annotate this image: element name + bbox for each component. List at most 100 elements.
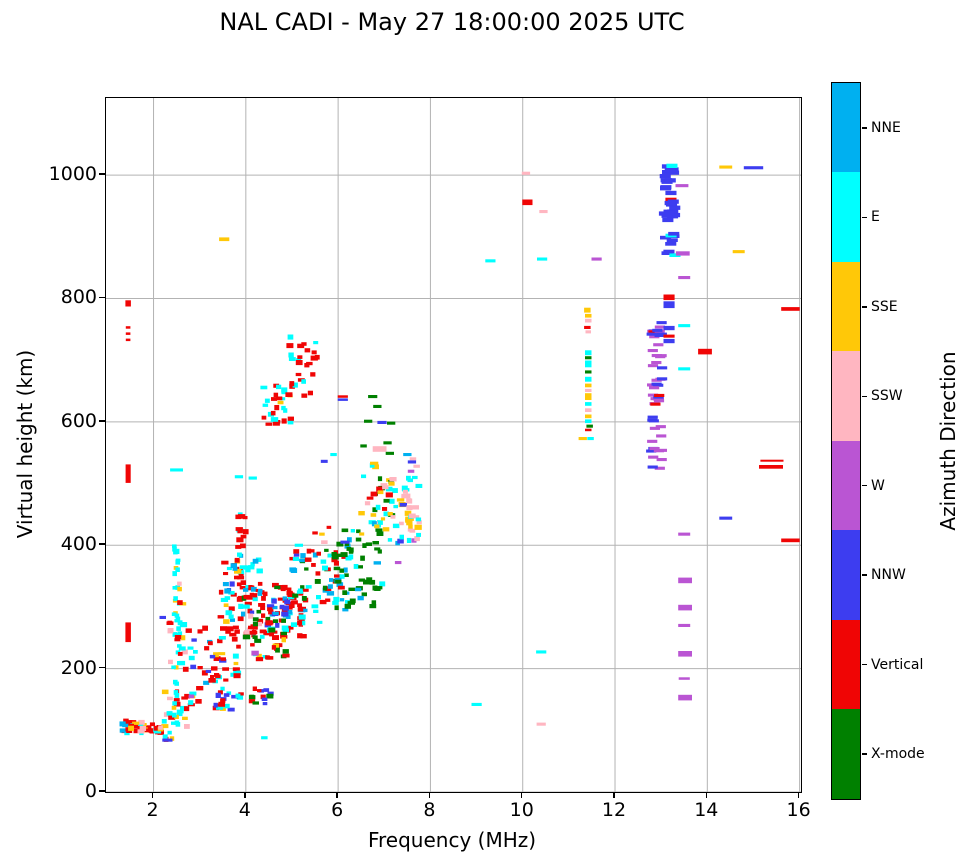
- echo-cell-V: [781, 538, 800, 543]
- echo-cell-SSE: [218, 652, 226, 656]
- echo-cell-W: [407, 469, 415, 473]
- colorbar-segment-SSW: [832, 351, 860, 441]
- echo-cell-NNW: [659, 174, 671, 179]
- colorbar-category-label: W: [871, 477, 885, 494]
- echo-cell-SSW: [585, 318, 592, 323]
- echo-cell-X: [301, 596, 307, 601]
- echo-cell-X: [585, 370, 592, 374]
- echo-cell-E: [290, 622, 298, 627]
- echo-cell-NNW: [653, 395, 664, 399]
- colorbar-segment-NNW: [832, 530, 860, 620]
- echo-cell-V: [331, 557, 338, 563]
- echo-cell-E: [234, 475, 244, 479]
- echo-cell-V: [267, 606, 274, 612]
- echo-cell-E: [369, 463, 375, 468]
- y-tick-label: 1000: [48, 163, 97, 186]
- echo-cell-V: [319, 599, 327, 605]
- echo-cell-V: [249, 592, 254, 597]
- echo-cell-E: [313, 341, 319, 345]
- echo-cell-V: [278, 618, 284, 623]
- echo-cell-X: [334, 605, 339, 611]
- echo-cell-E: [281, 625, 289, 631]
- echo-cell-NNW: [665, 242, 677, 246]
- echo-cell-V: [276, 396, 283, 401]
- colorbar-tick: [862, 395, 867, 397]
- echo-cell-NNW: [654, 333, 665, 337]
- echo-cell-V: [269, 632, 274, 637]
- echo-cell-NNW: [664, 200, 676, 206]
- echo-cell-V: [261, 613, 266, 618]
- echo-cell-V: [285, 392, 293, 397]
- echo-cell-X: [339, 568, 344, 573]
- colorbar-tick: [862, 753, 867, 755]
- echo-cell-E: [377, 520, 383, 525]
- echo-cell-V: [208, 678, 216, 683]
- colorbar-category-label: NNE: [871, 119, 901, 136]
- echo-cell-SSW: [184, 724, 190, 729]
- echo-cell-SSE: [585, 313, 592, 318]
- echo-cell-V: [125, 464, 131, 483]
- echo-cell-SSE: [169, 736, 175, 741]
- echo-cell-SSW: [585, 408, 592, 412]
- echo-cell-E: [392, 488, 398, 493]
- echo-cell-X: [344, 542, 350, 547]
- echo-cell-E: [313, 609, 319, 613]
- echo-cell-E: [415, 483, 423, 488]
- echo-cell-V: [125, 326, 131, 329]
- echo-cell-V: [232, 625, 239, 630]
- echo-cell-SSW: [536, 722, 546, 726]
- echo-cell-V: [217, 690, 223, 695]
- echo-cell-X: [356, 529, 361, 534]
- echo-cell-V: [334, 574, 341, 578]
- echo-cell-X: [360, 555, 365, 561]
- echo-cell-V: [220, 657, 226, 661]
- echo-cell-E: [228, 591, 235, 595]
- echo-cell-SSE: [409, 517, 414, 521]
- echo-cell-E: [327, 553, 334, 558]
- echo-cell-SSE: [585, 383, 592, 388]
- echo-cell-E: [666, 163, 678, 168]
- echo-cell-E: [279, 397, 286, 401]
- echo-cell-X: [281, 618, 286, 623]
- echo-cell-E: [176, 712, 183, 717]
- echo-cell-SSW: [256, 621, 263, 627]
- x-tick: [520, 792, 523, 798]
- echo-cell-V: [273, 392, 279, 398]
- echo-cell-SSE: [404, 510, 412, 516]
- echo-cell-NNE: [257, 590, 262, 596]
- y-tick: [99, 173, 105, 175]
- echo-cell-X: [324, 548, 329, 552]
- echo-cell-E: [300, 620, 306, 626]
- echo-cell-E: [248, 476, 257, 480]
- echo-cell-SSE: [234, 568, 242, 574]
- echo-cell-E: [296, 358, 302, 362]
- echo-cell-W: [675, 251, 690, 256]
- echo-cell-E: [179, 622, 188, 628]
- echo-cell-X: [280, 631, 287, 636]
- echo-cell-V: [306, 361, 313, 366]
- echo-cell-SSE: [585, 393, 592, 400]
- x-tick-label: 12: [601, 799, 627, 821]
- echo-cell-SSE: [281, 637, 286, 643]
- echo-cell-V: [212, 705, 220, 711]
- echo-cell-V: [226, 626, 234, 632]
- echo-cell-NNW: [159, 615, 166, 619]
- echo-cell-V: [311, 563, 316, 567]
- echo-cell-NNW: [662, 217, 674, 223]
- echo-cell-E: [406, 475, 411, 481]
- echo-cell-W: [188, 694, 195, 699]
- echo-cell-SSW: [244, 630, 252, 635]
- echo-cell-NNE: [329, 578, 334, 582]
- echo-cell-E: [361, 474, 367, 479]
- echo-cell-SSW: [539, 210, 548, 214]
- echo-cell-X: [376, 531, 384, 536]
- echo-cell-V: [382, 507, 388, 511]
- echo-cell-NNW: [652, 328, 663, 332]
- echo-cell-NNW: [191, 638, 197, 642]
- echo-cell-V: [144, 725, 152, 730]
- echo-cell-SSE: [128, 725, 134, 731]
- echo-cell-W: [411, 538, 417, 543]
- echo-cell-E: [311, 604, 319, 609]
- x-tick: [705, 792, 708, 798]
- echo-cell-V: [217, 615, 225, 619]
